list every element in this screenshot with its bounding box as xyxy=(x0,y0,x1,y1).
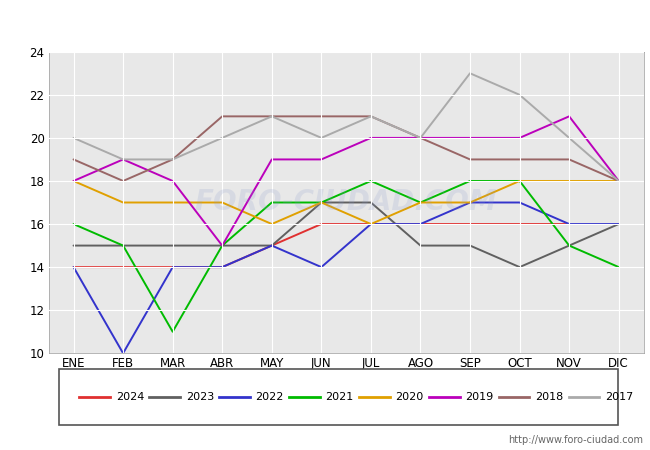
Text: FORO-CIUDAD.COM: FORO-CIUDAD.COM xyxy=(195,189,497,216)
Text: http://www.foro-ciudad.com: http://www.foro-ciudad.com xyxy=(508,435,644,445)
Text: Afiliados en Espadañedo a 30/11/2024: Afiliados en Espadañedo a 30/11/2024 xyxy=(157,14,493,33)
Text: 2022: 2022 xyxy=(255,392,284,402)
Text: 2020: 2020 xyxy=(395,392,424,402)
Text: 2023: 2023 xyxy=(186,392,214,402)
Text: 2017: 2017 xyxy=(605,392,633,402)
Text: 2019: 2019 xyxy=(465,392,493,402)
Text: 2018: 2018 xyxy=(535,392,564,402)
Text: 2021: 2021 xyxy=(326,392,354,402)
Text: 2024: 2024 xyxy=(116,392,144,402)
